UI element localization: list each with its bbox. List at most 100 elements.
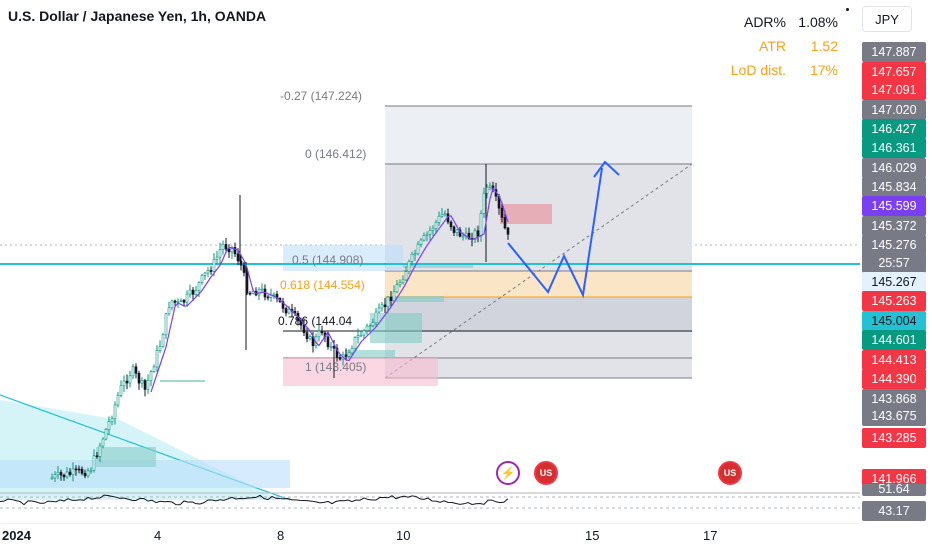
fib-label-0: 0 (146.412) — [305, 147, 366, 161]
candle-body — [440, 213, 444, 217]
candle-body — [53, 474, 57, 479]
fib-label-0618: 0.618 (144.554) — [280, 278, 365, 292]
candle-body — [374, 311, 378, 323]
price-label: 145.372 — [862, 216, 926, 236]
candle-body — [362, 330, 366, 336]
candle-body — [338, 357, 342, 360]
candle-body — [416, 243, 420, 255]
candle-body — [443, 213, 447, 216]
candle-body — [74, 468, 78, 471]
candle-body — [479, 213, 483, 237]
price-label: 147.657 — [862, 62, 926, 82]
price-label: 146.029 — [862, 158, 926, 178]
candle-body — [179, 300, 183, 302]
candle-body — [437, 215, 441, 223]
candle-body — [392, 291, 396, 302]
candle-body — [140, 380, 144, 384]
fib-label-05: 0.5 (144.908) — [292, 253, 363, 267]
status-dot — [846, 8, 849, 11]
candle-body — [71, 468, 75, 475]
candle-body — [428, 230, 432, 235]
price-label: 147.020 — [862, 100, 926, 120]
candle-body — [353, 337, 357, 349]
price-chart[interactable]: -0.27 (147.224) 0 (146.412) 0.5 (144.908… — [0, 0, 860, 524]
candle-body — [203, 272, 207, 276]
teal-zone-1 — [370, 313, 422, 343]
stat-atr-label: ATR — [759, 38, 786, 54]
fib-label-neg027: -0.27 (147.224) — [280, 89, 362, 103]
price-label: 144.413 — [862, 350, 926, 370]
candle-body — [389, 296, 393, 302]
candle-body — [233, 247, 237, 255]
candle-body — [506, 227, 510, 235]
candle-body — [449, 221, 453, 228]
candle-body — [359, 334, 363, 337]
candle-body — [407, 261, 411, 272]
stat-lod-value: 17% — [809, 62, 838, 78]
candle-body — [185, 293, 189, 303]
time-label: 10 — [396, 528, 411, 543]
candle-body — [86, 470, 90, 477]
candle-body — [80, 468, 84, 474]
candle-body — [356, 335, 360, 338]
candle-body — [125, 380, 129, 384]
candle-body — [59, 472, 63, 476]
candle-body — [500, 207, 504, 218]
candle-body — [68, 471, 72, 475]
candle-body — [326, 336, 330, 347]
candle-body — [110, 418, 114, 422]
candle-body — [191, 289, 195, 295]
candle-body — [89, 469, 93, 472]
candle-body — [98, 445, 102, 457]
stat-lod-label: LoD dist. — [730, 62, 786, 78]
candle-body — [344, 354, 348, 357]
candle-body — [197, 282, 201, 291]
candle-body — [452, 226, 456, 233]
time-label: 17 — [703, 528, 718, 543]
countdown-label: 25:57 — [862, 253, 926, 273]
candle-body — [83, 473, 87, 477]
stat-adr-label: ADR% — [743, 14, 786, 30]
candle-body — [242, 264, 246, 273]
projection-path — [507, 167, 603, 299]
candle-body — [482, 193, 486, 214]
candle-body — [65, 471, 69, 478]
candle-body — [200, 275, 204, 283]
price-label: 147.091 — [862, 80, 926, 100]
teal-zone-3 — [345, 350, 395, 358]
stat-adr-value: 1.08% — [798, 14, 838, 30]
candle-body — [206, 270, 210, 274]
candlestick-series — [50, 164, 510, 482]
price-label: 145.004 — [862, 311, 926, 331]
candle-body — [152, 366, 156, 372]
candle-body — [425, 233, 429, 236]
candle-body — [209, 270, 213, 272]
time-label-year: 2024 — [2, 528, 31, 543]
stat-adr: ADR% 1.08% — [712, 14, 842, 38]
candle-body — [419, 239, 423, 245]
flash-event-icon[interactable]: ⚡ — [496, 461, 520, 485]
candle-body — [131, 366, 135, 377]
chart-title: U.S. Dollar / Japanese Yen, 1h, OANDA — [8, 8, 267, 24]
candle-body — [119, 385, 123, 396]
stat-atr-value: 1.52 — [810, 38, 838, 54]
candle-body — [272, 293, 276, 296]
candle-body — [401, 279, 405, 283]
candle-body — [368, 325, 372, 327]
candle-body — [503, 217, 507, 229]
candle-body — [302, 324, 306, 333]
candle-body — [143, 380, 147, 390]
price-label: 144.390 — [862, 369, 926, 389]
candle-body — [182, 300, 186, 303]
us-flag-event-icon[interactable]: US — [534, 461, 558, 485]
candle-body — [413, 253, 417, 256]
candle-body — [383, 304, 387, 308]
candle-body — [161, 334, 165, 347]
supply-zone — [500, 204, 552, 224]
us-flag-event-icon[interactable]: US — [718, 461, 742, 485]
candle-body — [194, 290, 198, 295]
currency-selector[interactable]: JPY — [862, 6, 912, 32]
stats-panel: ADR% 1.08% ATR 1.52 LoD dist. 17% — [712, 14, 842, 86]
candle-body — [170, 300, 174, 309]
candle-body — [248, 292, 252, 295]
